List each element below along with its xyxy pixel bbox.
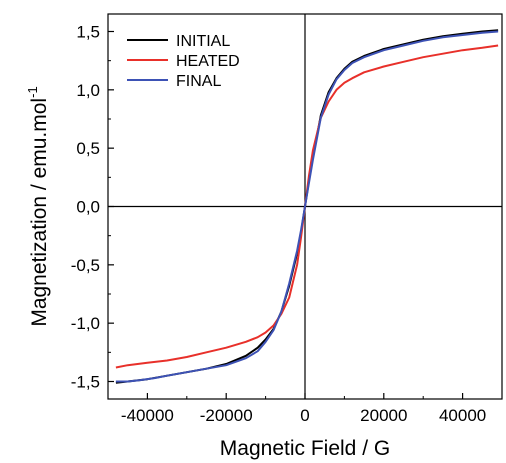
- y-axis-title-superscript: -1: [25, 86, 40, 98]
- y-axis-title: Magnetization / emu.mol-1: [25, 86, 51, 326]
- legend-label-initial: INITIAL: [176, 33, 230, 50]
- series-layer: [115, 29, 499, 384]
- series-line-final: [115, 30, 499, 383]
- x-tick-label: -20000: [200, 406, 253, 425]
- x-tick-label: -40000: [121, 406, 174, 425]
- x-tick-label: 0: [300, 406, 309, 425]
- x-tick-label: 40000: [439, 406, 486, 425]
- y-tick-label: 0,5: [76, 139, 100, 158]
- y-tick-label: 1,0: [76, 81, 100, 100]
- y-axis-ticks: -1,5 -1,0 -0,5 0,0 0,5 1,0 1,5: [71, 23, 114, 392]
- y-tick-label: -0,5: [71, 256, 100, 275]
- y-tick-label: -1,5: [71, 373, 100, 392]
- x-tick-label: 20000: [360, 406, 407, 425]
- y-axis-title-text: Magnetization / emu.mol: [28, 98, 51, 327]
- legend-label-final: FINAL: [176, 73, 221, 90]
- legend-label-heated: HEATED: [176, 53, 240, 70]
- x-axis-ticks: -40000 -20000 0 20000 40000: [107, 393, 503, 425]
- y-tick-label: 1,5: [76, 23, 100, 42]
- y-tick-label: 0,0: [76, 198, 100, 217]
- legend: INITIAL HEATED FINAL: [127, 33, 240, 90]
- x-axis-title: Magnetic Field / G: [220, 437, 390, 460]
- y-tick-label: -1,0: [71, 314, 100, 333]
